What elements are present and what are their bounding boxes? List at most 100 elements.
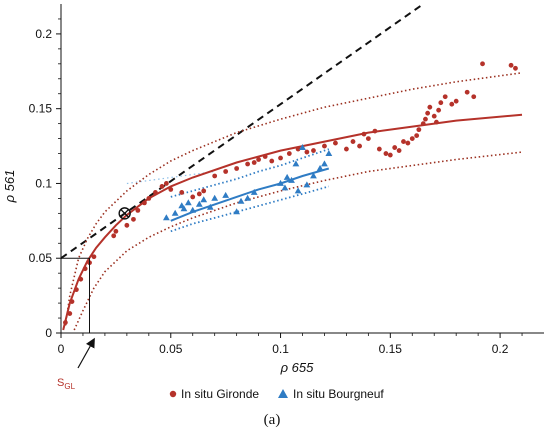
y-tick-label: 0.1 bbox=[35, 176, 52, 190]
gironde-point bbox=[464, 89, 470, 95]
gironde-point bbox=[449, 101, 455, 107]
gironde-point bbox=[201, 188, 207, 194]
bourgneuf-fit-curve bbox=[170, 167, 330, 222]
gironde-point bbox=[159, 184, 165, 189]
gironde-point bbox=[286, 151, 292, 156]
axes: 0 0.05 0.1 0.15 0.2 0 0.05 0.1 0.15 0.2 SGL bbox=[29, 4, 544, 391]
gironde-point bbox=[113, 228, 119, 234]
gironde-point bbox=[401, 139, 406, 144]
bourgneuf-point bbox=[321, 160, 328, 167]
plot-area bbox=[61, 4, 523, 331]
gironde-point bbox=[365, 136, 371, 141]
gironde-point bbox=[333, 140, 338, 146]
gironde-point bbox=[278, 155, 283, 161]
legend-bourgneuf-label: In situ Bourgneuf bbox=[293, 387, 384, 401]
bourgneuf-point bbox=[200, 196, 208, 203]
gironde-point bbox=[67, 311, 73, 316]
gironde-point bbox=[431, 113, 437, 119]
gironde-point bbox=[409, 136, 415, 141]
bourgneuf-point bbox=[299, 143, 306, 150]
bourgneuf-point bbox=[211, 194, 219, 201]
gironde-upper-bound-line bbox=[64, 72, 523, 326]
gironde-point bbox=[405, 140, 411, 146]
gironde-point bbox=[471, 94, 477, 100]
legend: In situ Gironde In situ Bourgneuf bbox=[169, 387, 384, 401]
x-tick-label: 0.15 bbox=[379, 342, 403, 356]
gironde-point bbox=[190, 194, 196, 200]
gironde-point bbox=[111, 233, 117, 239]
gironde-point bbox=[311, 148, 316, 153]
gironde-point bbox=[91, 254, 97, 260]
faint-blue-dotted-line bbox=[126, 170, 215, 185]
intersection-marker-icon bbox=[118, 207, 131, 220]
gironde-point bbox=[135, 207, 141, 213]
gironde-point bbox=[234, 166, 240, 171]
gironde-lower-bound-line bbox=[73, 151, 523, 331]
gironde-point bbox=[223, 169, 229, 174]
x-tick-label: 0 bbox=[58, 342, 65, 356]
gironde-point bbox=[269, 158, 275, 164]
gironde-fit-curve bbox=[62, 113, 523, 331]
gironde-point bbox=[387, 152, 393, 158]
bourgneuf-point bbox=[281, 184, 289, 191]
gironde-point bbox=[212, 173, 218, 179]
intersection-cross bbox=[120, 209, 130, 218]
bourgneuf-point bbox=[180, 205, 188, 212]
gironde-point bbox=[508, 62, 514, 68]
gironde-point bbox=[357, 143, 362, 149]
gironde-point bbox=[196, 191, 202, 197]
bourgneuf-point bbox=[292, 160, 300, 167]
panel-label: (a) bbox=[264, 412, 281, 428]
y-tick-label: 0.2 bbox=[35, 27, 52, 41]
bourgneuf-point bbox=[316, 164, 324, 171]
bourgneuf-point bbox=[237, 197, 245, 204]
gironde-point bbox=[168, 187, 174, 192]
bourgneuf-point bbox=[195, 200, 203, 207]
gironde-point bbox=[423, 116, 428, 122]
legend-gironde-marker bbox=[169, 390, 177, 398]
gironde-point bbox=[425, 110, 431, 116]
x-tick-label: 0.2 bbox=[492, 342, 509, 356]
sgl-annotation: SGL bbox=[57, 377, 76, 391]
bourgneuf-point bbox=[233, 208, 241, 215]
legend-gironde-label: In situ Gironde bbox=[181, 387, 259, 401]
gironde-point bbox=[513, 65, 518, 71]
bourgneuf-point bbox=[162, 214, 170, 221]
y-axis-label: ρ 561 bbox=[2, 170, 17, 204]
gironde-point bbox=[480, 61, 485, 67]
bourgneuf-point bbox=[310, 172, 317, 179]
gironde-point bbox=[453, 98, 459, 104]
gironde-point bbox=[131, 216, 136, 222]
bourgneuf-point bbox=[222, 191, 230, 198]
y-tick-label: 0.05 bbox=[29, 251, 53, 265]
bourgneuf-point bbox=[303, 181, 311, 188]
x-tick-label: 0.1 bbox=[272, 342, 289, 356]
sgl-annotation-subscript: GL bbox=[64, 382, 75, 391]
gironde-point bbox=[245, 161, 251, 167]
gironde-point bbox=[383, 151, 389, 156]
gironde-point bbox=[124, 222, 130, 228]
gironde-point bbox=[442, 94, 448, 100]
sgl-guide-line bbox=[61, 257, 90, 333]
sgl-annotation-main: S bbox=[57, 377, 64, 389]
gironde-point bbox=[414, 133, 420, 139]
sgl-arrow bbox=[77, 337, 95, 369]
bourgneuf-point bbox=[244, 194, 252, 201]
gironde-point bbox=[427, 104, 433, 110]
gironde-point bbox=[179, 190, 185, 195]
gironde-point bbox=[344, 146, 349, 152]
x-axis-label: ρ 655 bbox=[280, 360, 315, 375]
gironde-point bbox=[163, 181, 169, 186]
gironde-point bbox=[251, 160, 257, 165]
gironde-point bbox=[304, 149, 310, 155]
gironde-point bbox=[416, 127, 422, 133]
bourgneuf-point bbox=[294, 187, 302, 194]
y-tick-label: 0.15 bbox=[29, 102, 53, 116]
bourgneuf-point bbox=[325, 149, 333, 156]
gironde-point bbox=[438, 100, 444, 106]
gironde-point bbox=[376, 146, 382, 152]
x-tick-label: 0.05 bbox=[159, 342, 183, 356]
gironde-point bbox=[256, 157, 261, 162]
gironde-point bbox=[392, 145, 398, 150]
